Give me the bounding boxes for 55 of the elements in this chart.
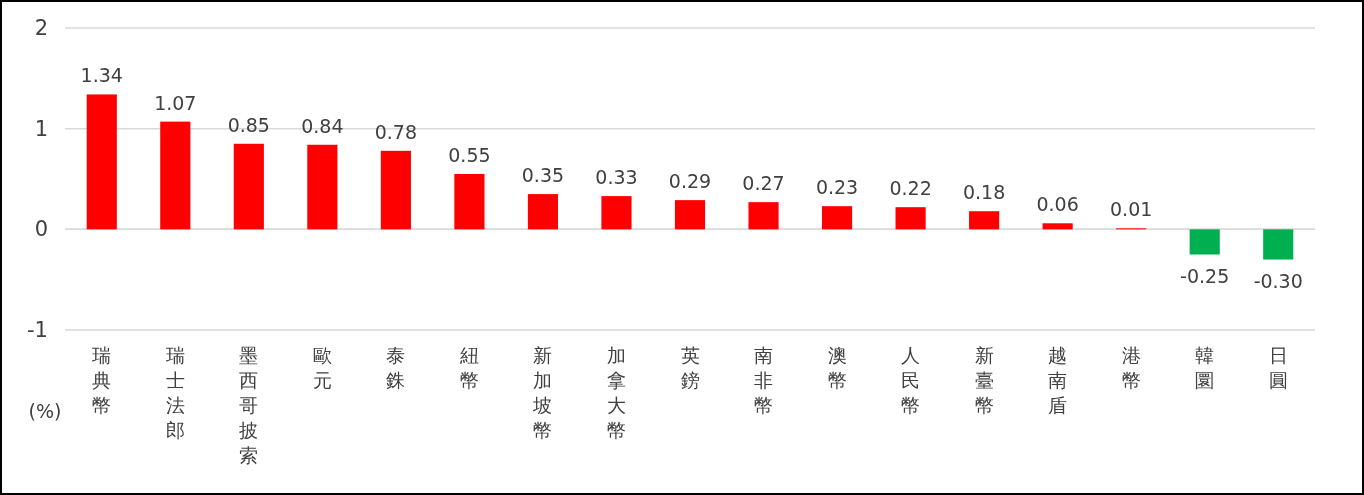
bar: [233, 143, 264, 230]
bar: [160, 121, 191, 230]
x-tick-label: 日圓: [1268, 344, 1288, 391]
data-label: 0.23: [815, 176, 859, 199]
x-tick-label: 瑞士法郎: [165, 344, 185, 441]
y-tick-label: 1: [34, 116, 48, 141]
bar: [307, 144, 338, 230]
bar: [1263, 229, 1294, 260]
x-tick-label: 新臺幣: [974, 344, 994, 416]
y-tick-label: 0: [34, 217, 48, 242]
bar: [86, 94, 117, 230]
data-label: 0.55: [448, 143, 491, 166]
x-tick-label: 瑞典幣: [92, 344, 112, 416]
x-tick-label: 越南盾: [1048, 344, 1068, 416]
bar: [454, 173, 485, 230]
x-tick-label: 人民幣: [901, 344, 921, 416]
x-tick-label: 墨西哥披索: [239, 344, 259, 466]
x-tick-label: 澳幣: [827, 344, 847, 391]
data-label: 0.27: [742, 172, 785, 195]
data-label: -0.30: [1253, 269, 1303, 292]
data-label: 0.01: [1110, 198, 1153, 221]
y-tick-label: 2: [34, 16, 48, 40]
data-label: 0.29: [668, 170, 712, 193]
x-tick-label: 英鎊: [680, 344, 700, 391]
data-label: 0.78: [374, 120, 418, 143]
data-label: -0.25: [1180, 264, 1230, 287]
x-tick-label: 紐幣: [458, 344, 479, 391]
data-label: 0.35: [521, 164, 565, 187]
bar: [601, 196, 632, 230]
bar: [1042, 223, 1073, 230]
data-label: 1.07: [154, 91, 197, 114]
bar: [969, 211, 1000, 230]
bar: [1189, 229, 1220, 255]
bar: [380, 150, 411, 230]
y-axis-title: (%): [28, 400, 62, 422]
bar: [895, 207, 926, 230]
bar: [748, 202, 779, 230]
x-tick-label: 港幣: [1121, 344, 1141, 391]
data-label: 0.85: [227, 113, 270, 136]
x-tick-label: 韓圜: [1195, 344, 1215, 391]
data-label: 0.06: [1036, 193, 1079, 216]
data-label: 0.18: [962, 181, 1006, 204]
bar: [821, 206, 853, 230]
data-label: 0.22: [889, 177, 932, 200]
x-tick-label: 泰銖: [386, 344, 406, 391]
x-tick-label: 加拿大幣: [606, 344, 626, 441]
bar: [674, 200, 706, 230]
x-tick-label: 歐元: [312, 344, 332, 391]
x-tick-label: 新加坡幣: [532, 344, 553, 441]
x-tick-label: 南非幣: [754, 344, 774, 416]
data-label: 1.34: [80, 64, 123, 87]
y-tick-label: -1: [27, 318, 48, 342]
data-label: 0.84: [301, 114, 344, 137]
bar: [527, 194, 559, 230]
data-label: 0.33: [595, 166, 638, 189]
